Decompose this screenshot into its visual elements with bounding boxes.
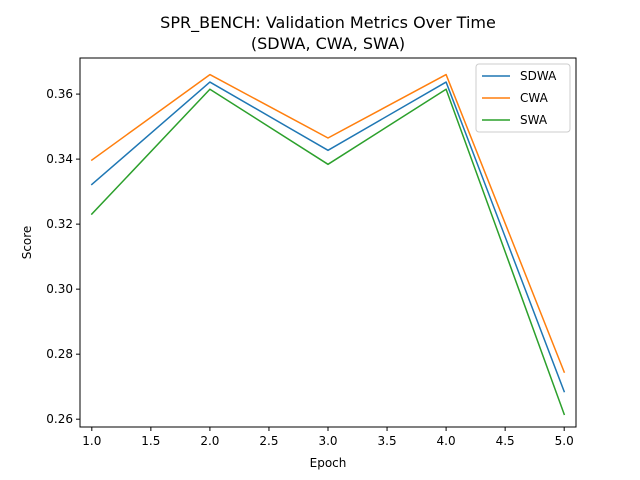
series-line-sdwa	[90, 81, 566, 393]
y-tick-label: 0.28	[46, 347, 73, 361]
x-tick-label: 3.5	[378, 434, 397, 448]
legend-label-cwa: CWA	[520, 91, 549, 105]
series-line-cwa	[90, 73, 566, 374]
legend-box	[475, 63, 571, 133]
x-tick-label: 4.5	[496, 434, 515, 448]
series-line-swa	[90, 88, 566, 416]
chart-title-line1: SPR_BENCH: Validation Metrics Over Time	[160, 13, 496, 33]
x-tick-label: 4.0	[437, 434, 456, 448]
x-tick-label: 5.0	[555, 434, 574, 448]
y-tick-label: 0.34	[46, 152, 73, 166]
legend-label-sdwa: SDWA	[520, 69, 557, 83]
chart-title-line2: (SDWA, CWA, SWA)	[251, 34, 405, 53]
y-tick-label: 0.36	[46, 87, 73, 101]
x-tick-label: 2.5	[259, 434, 278, 448]
x-axis-label: Epoch	[310, 456, 347, 470]
y-tick-label: 0.26	[46, 412, 73, 426]
y-axis-ticks: 0.26 0.28 0.30 0.32 0.34 0.36	[46, 87, 80, 426]
plot-area: 1.0 1.5 2.0 2.5 3.0 3.5 4.0 4.5 5.0 0.26 0.28 0.30…	[46, 57, 577, 448]
y-axis-label: Score	[20, 226, 34, 260]
legend-label-swa: SWA	[520, 113, 548, 127]
series-lines	[90, 73, 566, 416]
legend: SDWA CWA SWA	[475, 63, 571, 133]
x-tick-label: 1.0	[82, 434, 101, 448]
plot-frame	[79, 57, 577, 428]
x-tick-label: 2.0	[200, 434, 219, 448]
x-tick-label: 1.5	[141, 434, 160, 448]
y-tick-label: 0.32	[46, 217, 73, 231]
y-tick-label: 0.30	[46, 282, 73, 296]
x-tick-label: 3.0	[318, 434, 337, 448]
x-axis-ticks: 1.0 1.5 2.0 2.5 3.0 3.5 4.0 4.5 5.0	[82, 427, 574, 448]
